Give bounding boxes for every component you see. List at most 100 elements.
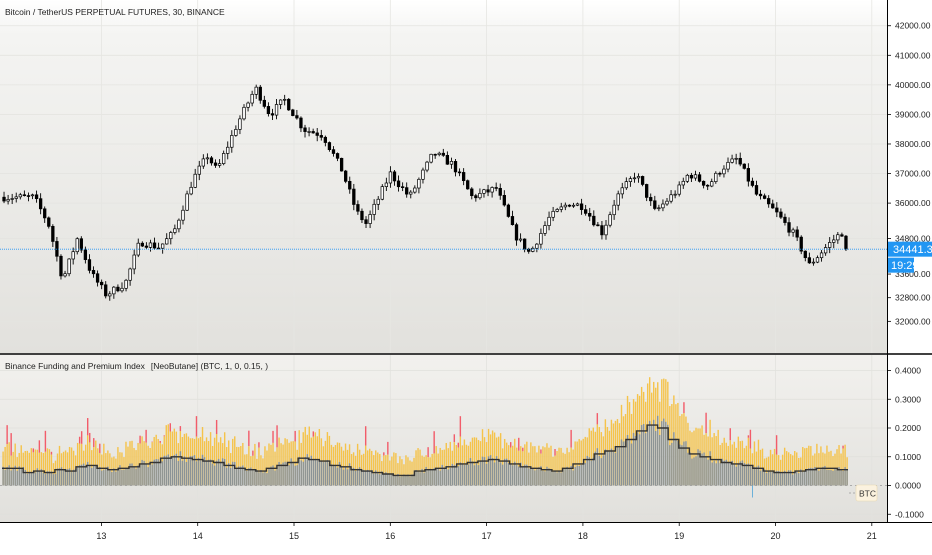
funding-bar (599, 456, 600, 486)
price-tick-label: 32000.00 (895, 316, 931, 326)
candle-down (698, 175, 701, 182)
premium-spike-bar (272, 431, 273, 443)
funding-bar (268, 469, 269, 486)
premium-spike-bar (81, 431, 82, 444)
indicator-title-group[interactable]: Binance Funding and Premium Index[NeoBut… (5, 361, 268, 371)
funding-bar (51, 471, 52, 485)
funding-bar (822, 467, 823, 486)
candle-down (759, 194, 762, 196)
candle-down (446, 155, 449, 164)
funding-bar (647, 426, 648, 486)
candle-down (320, 135, 323, 137)
candle-up (198, 166, 201, 174)
candle-up (536, 244, 539, 248)
candle-down (27, 196, 30, 197)
premium-spike-bar (570, 430, 571, 448)
funding-bar (405, 476, 406, 486)
candle-down (771, 204, 774, 208)
candle-up (605, 225, 608, 235)
candle-down (300, 118, 303, 128)
premium-spike-bar (139, 436, 140, 444)
funding-bar (184, 456, 185, 485)
funding-bar (836, 469, 837, 486)
funding-bar (750, 466, 751, 485)
candle-up (129, 269, 132, 280)
funding-bar (522, 467, 523, 486)
candle-up (121, 288, 124, 290)
funding-bar (35, 472, 36, 485)
funding-bar (633, 433, 634, 486)
candle-down (23, 195, 26, 196)
indicator-pane-background (0, 355, 887, 522)
premium-spike-bar (258, 442, 259, 447)
funding-bar (440, 471, 441, 486)
candle-down (845, 236, 848, 249)
funding-bar (29, 473, 30, 486)
premium-spike-bar (276, 425, 277, 447)
candle-down (210, 158, 213, 163)
candle-down (104, 285, 107, 296)
candle-up (255, 87, 258, 94)
price-tick-label: 32800.00 (895, 293, 931, 303)
funding-bar (713, 461, 714, 486)
candle-down (393, 172, 396, 181)
funding-bar (768, 471, 769, 486)
funding-bar (794, 472, 795, 486)
candle-up (617, 194, 620, 205)
candle-down (47, 218, 50, 226)
btc-tag-label: BTC (859, 489, 876, 499)
funding-bar (411, 474, 412, 485)
funding-bar (812, 468, 813, 485)
candle-down (503, 195, 506, 205)
funding-bar (317, 460, 318, 485)
funding-bar (528, 468, 529, 485)
candle-down (117, 287, 120, 291)
funding-bar (639, 434, 640, 485)
main-chart-title[interactable]: Bitcoin / TetherUS PERPETUAL FUTURES, 30… (5, 7, 225, 17)
funding-bar (230, 468, 231, 486)
funding-bar (641, 425, 642, 485)
time-tick-label: 17 (482, 531, 492, 541)
funding-bar (498, 460, 499, 486)
funding-bar (240, 467, 241, 486)
funding-bar (315, 459, 316, 486)
funding-bar (39, 471, 40, 486)
funding-bar (645, 433, 646, 485)
premium-spike-bar (510, 442, 511, 447)
candle-up (182, 210, 185, 220)
funding-bar (21, 468, 22, 485)
funding-bar (585, 463, 586, 486)
funding-bar (301, 460, 302, 485)
funding-bar (149, 464, 150, 485)
funding-bar (456, 465, 457, 486)
funding-bar (832, 471, 833, 486)
funding-bar (454, 465, 455, 485)
funding-bar (593, 458, 594, 486)
funding-bar (603, 455, 604, 485)
candle-up (450, 161, 453, 164)
funding-bar (337, 468, 338, 486)
funding-bar (309, 457, 310, 485)
premium-spike-bar (39, 440, 40, 452)
funding-bar (572, 470, 573, 485)
price-tick-label: 42000.00 (895, 21, 931, 31)
funding-bar (147, 467, 148, 485)
time-tick-label: 16 (385, 531, 395, 541)
funding-bar (325, 462, 326, 486)
premium-spike-bar (313, 431, 314, 436)
funding-bar (393, 475, 394, 486)
time-tick-label: 20 (771, 531, 781, 541)
funding-bar (99, 467, 100, 485)
funding-bar (510, 464, 511, 486)
funding-bar (748, 463, 749, 485)
candle-up (816, 258, 819, 262)
funding-bar (774, 472, 775, 486)
candle-down (100, 282, 103, 285)
funding-bar (323, 462, 324, 485)
candle-up (540, 233, 543, 244)
candle-up (820, 253, 823, 258)
candle-down (340, 158, 343, 171)
candle-up (373, 204, 376, 214)
